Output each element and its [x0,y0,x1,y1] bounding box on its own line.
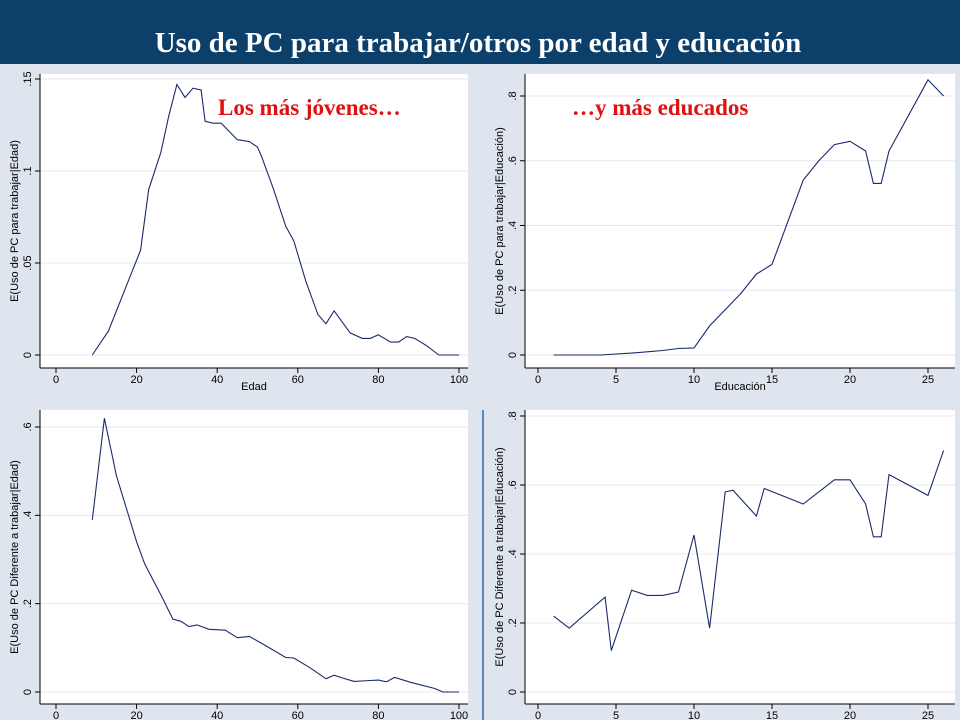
y-tick-label: 0 [507,352,519,358]
x-tick-label: 60 [292,710,304,720]
x-tick-label: 100 [450,374,468,386]
y-tick-label: .4 [22,511,34,520]
y-axis-label: E(Uso de PC para trabajar|Educación) [494,127,506,315]
x-tick-label: 40 [211,374,223,386]
line [553,450,945,651]
x-tick-label: 5 [613,710,619,720]
x-tick-label: 100 [450,710,468,720]
y-tick-label: .1 [22,166,34,175]
y-tick-label: .2 [507,286,519,295]
x-tick-label: 80 [372,374,384,386]
y-tick-label: .8 [507,411,519,420]
x-tick-label: 60 [292,374,304,386]
y-tick-label: .4 [507,549,519,558]
y-axis-label: E(Uso de PC Diferente a trabajar|Edad) [9,460,21,654]
line [91,418,459,693]
x-tick-label: 40 [211,710,223,720]
x-tick-label: 0 [535,710,541,720]
line [553,78,944,356]
y-tick-label: .8 [507,91,519,100]
y-tick-label: .2 [22,599,34,608]
x-tick-label: 0 [53,374,59,386]
x-tick-label: 25 [922,374,934,386]
x-tick-label: 20 [130,710,142,720]
line [91,83,459,356]
x-tick-label: 5 [613,374,619,386]
y-axis-label: E(Uso de PC Diferente a trabajar|Educaci… [494,447,506,666]
plot-area [40,74,468,368]
y-axis-label: E(Uso de PC para trabajar|Edad) [9,140,21,302]
y-tick-label: .4 [507,221,519,230]
x-tick-label: 20 [844,374,856,386]
x-tick-label: 15 [766,374,778,386]
y-tick-label: 0 [22,689,34,695]
y-tick-label: 0 [22,352,34,358]
annotation: …y más educados [572,95,748,120]
x-tick-label: 0 [535,374,541,386]
x-tick-label: 10 [688,374,700,386]
header-band [0,0,960,64]
plot-area [525,74,955,368]
y-tick-label: .2 [507,618,519,627]
x-tick-label: 25 [922,710,934,720]
y-tick-label: .05 [22,255,34,270]
x-tick-label: 0 [53,710,59,720]
y-tick-label: .6 [22,422,34,431]
slide-title: Uso de PC para trabajar/otros por edad y… [155,27,802,59]
plot-area [525,410,955,704]
x-tick-label: 20 [844,710,856,720]
x-axis-label: Edad [241,381,267,393]
annotation: Los más jóvenes… [218,95,401,120]
y-tick-label: .15 [22,71,34,86]
y-tick-label: 0 [507,689,519,695]
x-tick-label: 10 [688,710,700,720]
x-tick-label: 80 [372,710,384,720]
y-tick-label: .6 [507,480,519,489]
plot-area [40,410,468,704]
y-tick-label: .6 [507,156,519,165]
x-tick-label: 15 [766,710,778,720]
x-axis-label: Educación [714,381,765,393]
x-tick-label: 20 [130,374,142,386]
